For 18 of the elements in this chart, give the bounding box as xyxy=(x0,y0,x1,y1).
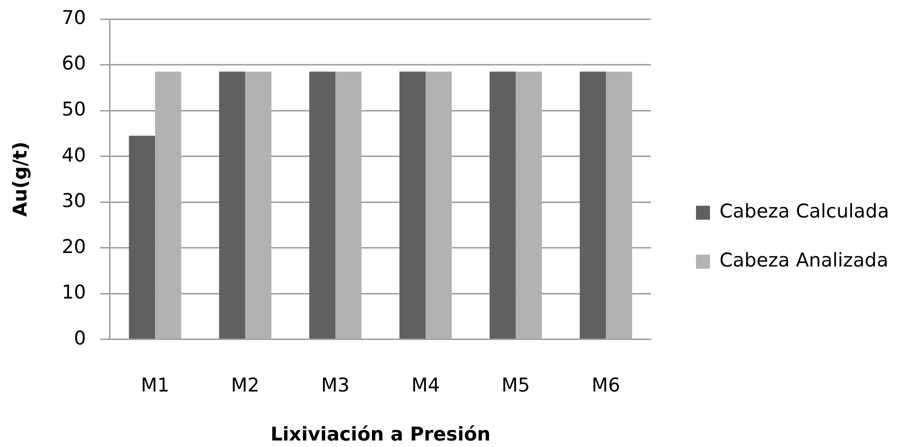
y-tick-label: 10 xyxy=(62,282,86,304)
x-tick-label: M1 xyxy=(140,374,170,397)
x-tick-label: M2 xyxy=(230,374,260,397)
x-tick-label: M4 xyxy=(411,374,440,397)
x-axis-title: Lixiviación a Presión xyxy=(270,424,491,446)
y-tick-label: 20 xyxy=(62,236,86,258)
y-tick-label: 70 xyxy=(62,6,86,29)
y-axis-title: Au(g/t) xyxy=(9,142,32,217)
x-tick-label: M5 xyxy=(502,374,530,397)
y-tick-label: 60 xyxy=(62,52,86,75)
x-tick-label: M3 xyxy=(321,374,350,397)
legend-label: Cabeza Analizada xyxy=(720,250,888,272)
x-tick-label: M6 xyxy=(592,374,620,397)
y-tick-label: 0 xyxy=(74,327,86,350)
y-tick-label: 40 xyxy=(62,144,86,166)
legend-label: Cabeza Calculada xyxy=(720,200,890,223)
y-tick-label: 30 xyxy=(62,190,86,212)
y-tick-label: 50 xyxy=(62,98,86,120)
